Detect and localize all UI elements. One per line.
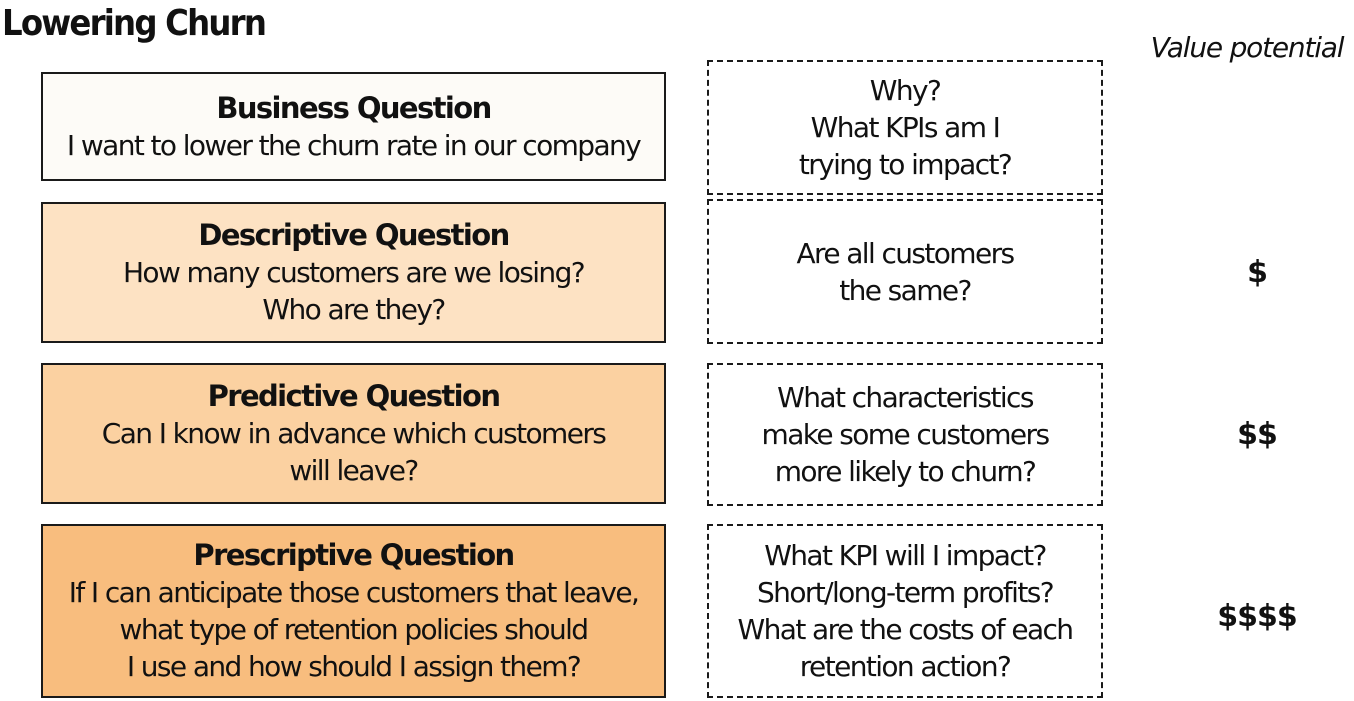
prescriptive-question-line: If I can anticipate those customers that…	[68, 576, 640, 609]
predictive-question-box: Predictive Question Can I know in advanc…	[41, 363, 666, 504]
descriptive-prompt-box: Are all customers the same?	[707, 199, 1103, 344]
prescriptive-prompt-line: retention action?	[799, 650, 1012, 683]
descriptive-prompt-line: Are all customers	[796, 236, 1015, 270]
predictive-question-text: Can I know in advance which customers wi…	[101, 415, 607, 489]
business-question-text: I want to lower the churn rate in our co…	[66, 127, 642, 164]
predictive-prompt-box: What characteristics make some customers…	[707, 363, 1103, 506]
business-question-box: Business Question I want to lower the ch…	[41, 72, 666, 181]
business-prompt-box: Why? What KPIs am I trying to impact?	[707, 60, 1103, 195]
business-question-line: I want to lower the churn rate in our co…	[66, 128, 642, 162]
descriptive-question-title: Descriptive Question	[198, 218, 510, 252]
prescriptive-question-line: what type of retention policies should	[119, 613, 590, 646]
descriptive-question-line: How many customers are we losing?	[122, 256, 586, 289]
prescriptive-question-text: If I can anticipate those customers that…	[68, 574, 640, 685]
predictive-value: $$	[1237, 417, 1278, 452]
prescriptive-prompt-box: What KPI will I impact? Short/long-term …	[707, 524, 1103, 698]
predictive-question-title: Predictive Question	[207, 379, 501, 413]
predictive-prompt-line: more likely to churn?	[774, 455, 1037, 488]
diagram-title: Lowering Churn	[2, 3, 267, 44]
predictive-question-line: Can I know in advance which customers	[101, 417, 607, 450]
descriptive-value: $	[1247, 255, 1268, 290]
descriptive-question-line: Who are they?	[262, 293, 446, 326]
prescriptive-value: $$$$	[1217, 599, 1298, 634]
business-prompt-line: trying to impact?	[798, 148, 1013, 181]
predictive-prompt-line: make some customers	[761, 418, 1051, 451]
value-potential-header: Value potential	[1150, 31, 1345, 64]
prescriptive-question-title: Prescriptive Question	[193, 538, 515, 572]
prescriptive-prompt-line: What KPI will I impact?	[764, 539, 1047, 572]
predictive-prompt-line: What characteristics	[777, 381, 1034, 414]
descriptive-question-box: Descriptive Question How many customers …	[41, 202, 666, 343]
business-prompt-line: Why?	[869, 74, 942, 107]
prescriptive-prompt-line: What are the costs of each	[737, 613, 1075, 646]
business-prompt-line: What KPIs am I	[810, 111, 1001, 144]
business-question-title: Business Question	[216, 90, 492, 125]
descriptive-prompt-line: the same?	[839, 273, 972, 307]
prescriptive-prompt-line: Short/long-term profits?	[757, 576, 1055, 609]
descriptive-question-text: How many customers are we losing? Who ar…	[122, 254, 586, 328]
prescriptive-question-line: I use and how should I assign them?	[126, 650, 582, 683]
prescriptive-question-box: Prescriptive Question If I can anticipat…	[41, 524, 666, 698]
predictive-question-line: will leave?	[289, 454, 419, 487]
